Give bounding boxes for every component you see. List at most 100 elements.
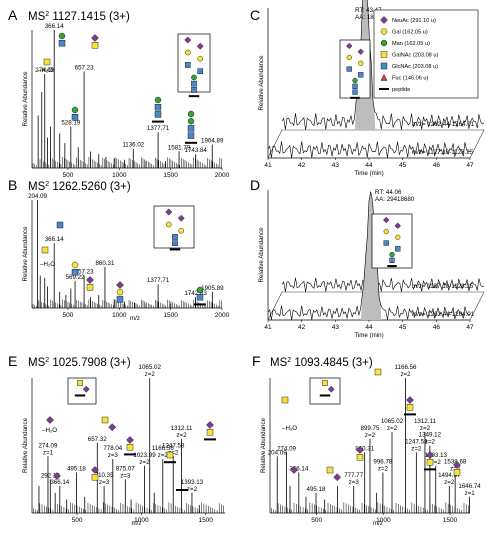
peak-label: 1166.56	[152, 445, 174, 452]
charge-label: z=2	[365, 432, 376, 439]
neuac-symbol	[346, 42, 353, 50]
man-symbol	[191, 74, 197, 81]
charge-label: z=2	[187, 486, 198, 493]
trace-front	[267, 191, 471, 321]
charge-label: z=2	[378, 466, 389, 473]
glcnac-symbol	[154, 111, 162, 118]
glcnac-symbol	[71, 269, 79, 276]
glcnac-symbol	[184, 62, 191, 68]
panel-letter: D	[250, 177, 260, 193]
trace-back	[281, 0, 485, 131]
peak-label: 1377.71	[147, 277, 170, 284]
peak-label: 366.14	[45, 23, 64, 30]
neuac-symbol	[177, 214, 185, 222]
galnac-symbol	[43, 58, 51, 66]
peak-label: 1349.12	[419, 432, 442, 439]
title-ms: MS	[270, 357, 288, 369]
man-symbol	[187, 110, 195, 118]
charge-label: z=3	[349, 479, 360, 486]
legend-box	[373, 9, 479, 99]
gal-symbol	[184, 49, 191, 56]
peak-label: 274.09	[277, 445, 296, 452]
peak-label: 1247.58	[405, 438, 428, 445]
x-tick-label: 2000	[215, 172, 230, 179]
glcnac-symbol	[187, 125, 195, 132]
charge-label: z=3	[108, 452, 119, 459]
x-tick-label: 46	[433, 162, 441, 169]
peak-label: 1904.89	[201, 138, 224, 145]
x-tick-label: 1500	[163, 312, 178, 319]
peak-label: 292.10	[41, 472, 60, 479]
peak-label: 860.31	[355, 445, 374, 452]
title-mz: 1127.1415 (3+)	[49, 11, 130, 23]
peak-label: 1905.89	[201, 285, 224, 292]
water-loss-label: –H₂O	[40, 261, 55, 268]
peak-label: 1377.71	[147, 125, 170, 132]
x-tick-label: 42	[298, 162, 306, 169]
galnac-symbol	[126, 444, 134, 451]
legend-circle-icon	[380, 39, 388, 47]
x-tick-label: 500	[311, 517, 322, 524]
peak-label: 495.18	[67, 466, 86, 473]
peptide-bar	[74, 394, 86, 397]
neuac-symbol	[453, 461, 461, 469]
galnac-symbol	[91, 42, 99, 49]
glcnac-symbol	[58, 40, 66, 47]
glcnac-symbol	[358, 72, 364, 78]
y-axis-label: Relative Abundance	[22, 71, 29, 127]
glcnac-symbol	[191, 87, 197, 93]
neuac-symbol	[108, 423, 117, 432]
glcnac-symbol	[56, 221, 64, 229]
legend-square-icon	[380, 51, 388, 58]
peak-label: 1538.68	[444, 459, 467, 466]
legend-label: GlcNAc (203.08 u)	[392, 64, 438, 70]
glcnac-symbol	[352, 83, 358, 89]
spectrum-title: MS2 1093.4845 (3+)	[270, 357, 373, 369]
galnac-symbol	[86, 284, 94, 291]
spectrum-title: MS2 1262.5260 (3+)	[28, 181, 131, 193]
peak-label: 860.31	[95, 260, 114, 267]
spectrum-A	[31, 30, 223, 170]
legend-label: Gal (162.05 u)	[392, 30, 428, 36]
legend-label: Fuc (146.06 u)	[392, 76, 429, 82]
neuac-symbol	[406, 396, 414, 404]
charge-label: z=2	[420, 425, 431, 432]
x-tick-label: 43	[332, 324, 340, 331]
depth-axis	[469, 291, 485, 321]
peptide-bar	[204, 438, 216, 441]
panel-letter: C	[250, 7, 260, 23]
y-axis-label: Relative Abundance	[22, 417, 29, 473]
depth-axis	[267, 291, 283, 321]
x-tick-label: 1500	[443, 517, 458, 524]
man-symbol	[196, 286, 204, 294]
peak-label: 1494.67	[438, 472, 461, 479]
neuac-symbol	[196, 42, 204, 50]
x-tick-label: 43	[332, 162, 340, 169]
peak-label: 1065.02	[381, 418, 404, 425]
peak-label: 204.09	[28, 193, 47, 200]
neuac-symbol	[394, 222, 401, 229]
peptide-bar	[152, 120, 164, 123]
title-sup: 2	[45, 181, 49, 188]
y-axis-label: Relative Abundance	[258, 227, 265, 283]
peak-label: 1581.79	[168, 144, 191, 151]
galnac-symbol	[91, 474, 99, 481]
peptide-bar	[185, 141, 197, 144]
peak-label: 569.22	[66, 274, 85, 281]
gal-symbol	[165, 221, 172, 228]
galnac-symbol	[101, 416, 109, 424]
charge-label: z=2	[411, 445, 422, 452]
glcnac-symbol	[71, 113, 79, 121]
man-symbol	[154, 96, 162, 104]
legend-label: Man (162.05 u)	[392, 41, 430, 47]
galnac-symbol	[166, 451, 174, 459]
peak-label: 777.77	[344, 472, 363, 479]
glcnac-symbol	[116, 296, 124, 303]
x-tick-label: 46	[433, 324, 441, 331]
peak-label: 1743.84	[185, 147, 208, 154]
peptide-bar	[176, 489, 188, 491]
x-axis-label: Time (min)	[354, 332, 383, 339]
peak-label: 1312.11	[414, 418, 436, 425]
gal-symbol	[178, 227, 185, 234]
x-tick-label: 500	[63, 312, 74, 319]
